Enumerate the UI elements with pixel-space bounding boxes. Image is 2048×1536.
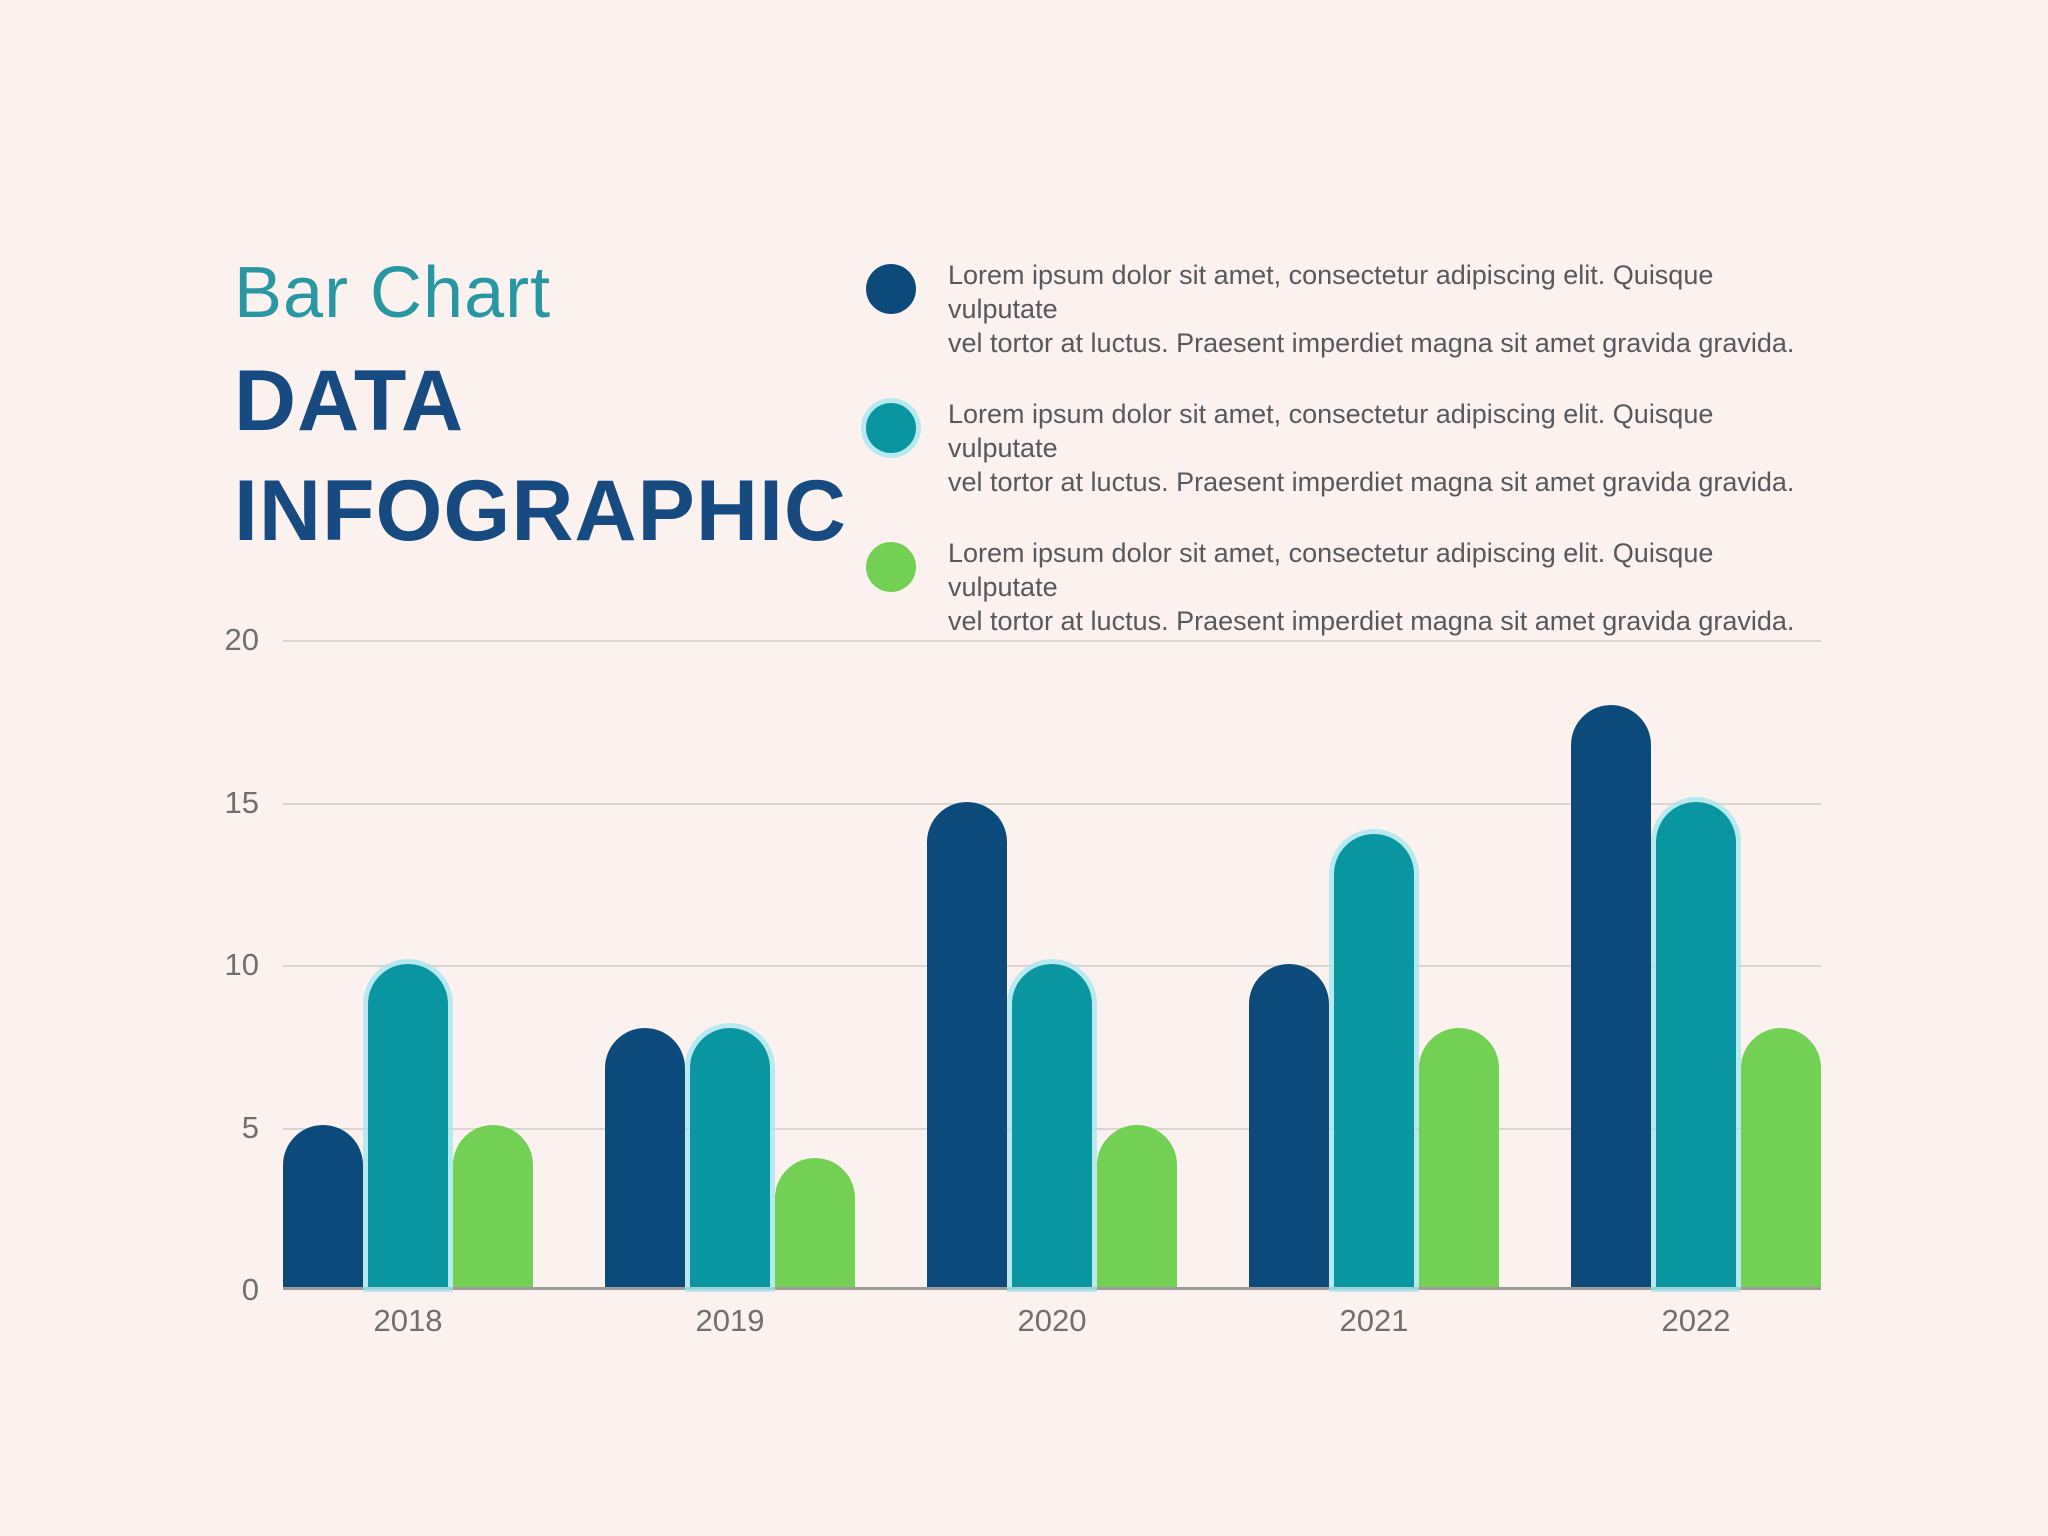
- legend-item-teal: Lorem ipsum dolor sit amet, consectetur …: [866, 397, 1826, 499]
- legend-text-green-line-1: Lorem ipsum dolor sit amet, consectetur …: [948, 538, 1714, 602]
- x-axis-label-2022: 2022: [1661, 1303, 1731, 1338]
- legend-text-teal-line-1: Lorem ipsum dolor sit amet, consectetur …: [948, 399, 1714, 463]
- legend-text-navy-line-2: vel tortor at luctus. Praesent imperdiet…: [948, 328, 1795, 358]
- bar-2021-navy: [1249, 963, 1329, 1287]
- bar-2022-green: [1741, 1028, 1821, 1287]
- legend-text-navy: Lorem ipsum dolor sit amet, consectetur …: [948, 258, 1826, 360]
- x-axis-label-2019: 2019: [695, 1303, 765, 1338]
- bar-2022-navy: [1571, 704, 1651, 1287]
- bar-group-2022: 2022: [1571, 640, 1821, 1338]
- x-axis-label-2018: 2018: [373, 1303, 443, 1338]
- bar-2021-green: [1419, 1028, 1499, 1287]
- bar-2019-navy: [605, 1028, 685, 1287]
- legend-text-navy-line-1: Lorem ipsum dolor sit amet, consectetur …: [948, 260, 1714, 324]
- title-line-2: INFOGRAPHIC: [234, 463, 847, 559]
- legend-text-teal: Lorem ipsum dolor sit amet, consectetur …: [948, 397, 1826, 499]
- gridline-0: [283, 1287, 1821, 1290]
- bar-group-2020: 2020: [927, 640, 1177, 1338]
- y-axis-tick-5: 5: [241, 1109, 259, 1145]
- legend-text-teal-line-2: vel tortor at luctus. Praesent imperdiet…: [948, 467, 1795, 497]
- x-axis-label-2020: 2020: [1017, 1303, 1087, 1338]
- y-axis-tick-10: 10: [224, 947, 259, 982]
- bar-2018-teal: [368, 963, 448, 1287]
- gridline-15: [283, 802, 1821, 805]
- bar-2020-teal: [1012, 963, 1092, 1287]
- y-axis-tick-20: 20: [224, 622, 259, 657]
- legend-dot-green: [866, 542, 916, 592]
- bar-2019-teal: [690, 1028, 770, 1287]
- legend-text-green-line-2: vel tortor at luctus. Praesent imperdiet…: [948, 606, 1795, 636]
- bar-2020-navy: [927, 801, 1007, 1287]
- legend-dot-teal: [866, 403, 916, 453]
- header: Bar Chart DATA INFOGRAPHIC: [234, 250, 847, 566]
- bar-2022-teal: [1656, 801, 1736, 1287]
- bar-chart-plot-area: 0 5 10 15 20 2018 2019 2020 2021 2022: [225, 622, 1821, 1338]
- page-title: DATA INFOGRAPHIC: [234, 346, 847, 566]
- bar-groups: 2018 2019 2020 2021 2022: [283, 640, 1821, 1338]
- legend-item-navy: Lorem ipsum dolor sit amet, consectetur …: [866, 258, 1826, 360]
- bar-2019-green: [775, 1157, 855, 1287]
- bar-2018-green: [453, 1125, 533, 1287]
- y-axis-tick-15: 15: [224, 784, 259, 820]
- legend-text-green: Lorem ipsum dolor sit amet, consectetur …: [948, 536, 1826, 638]
- legend-item-green: Lorem ipsum dolor sit amet, consectetur …: [866, 536, 1826, 638]
- bar-2021-teal: [1334, 834, 1414, 1287]
- bar-2020-green: [1097, 1125, 1177, 1287]
- legend: Lorem ipsum dolor sit amet, consectetur …: [866, 258, 1826, 638]
- bar-group-2019: 2019: [605, 640, 855, 1338]
- title-line-1: DATA: [234, 353, 465, 449]
- x-axis-label-2021: 2021: [1339, 1303, 1409, 1338]
- bar-group-2021: 2021: [1249, 640, 1499, 1338]
- chart-subtitle: Bar Chart: [234, 253, 552, 333]
- legend-dot-navy: [866, 264, 916, 314]
- bar-2018-navy: [283, 1125, 363, 1287]
- gridline-20: [283, 640, 1821, 642]
- y-axis-tick-0: 0: [241, 1272, 259, 1307]
- bar-group-2018: 2018: [283, 640, 533, 1338]
